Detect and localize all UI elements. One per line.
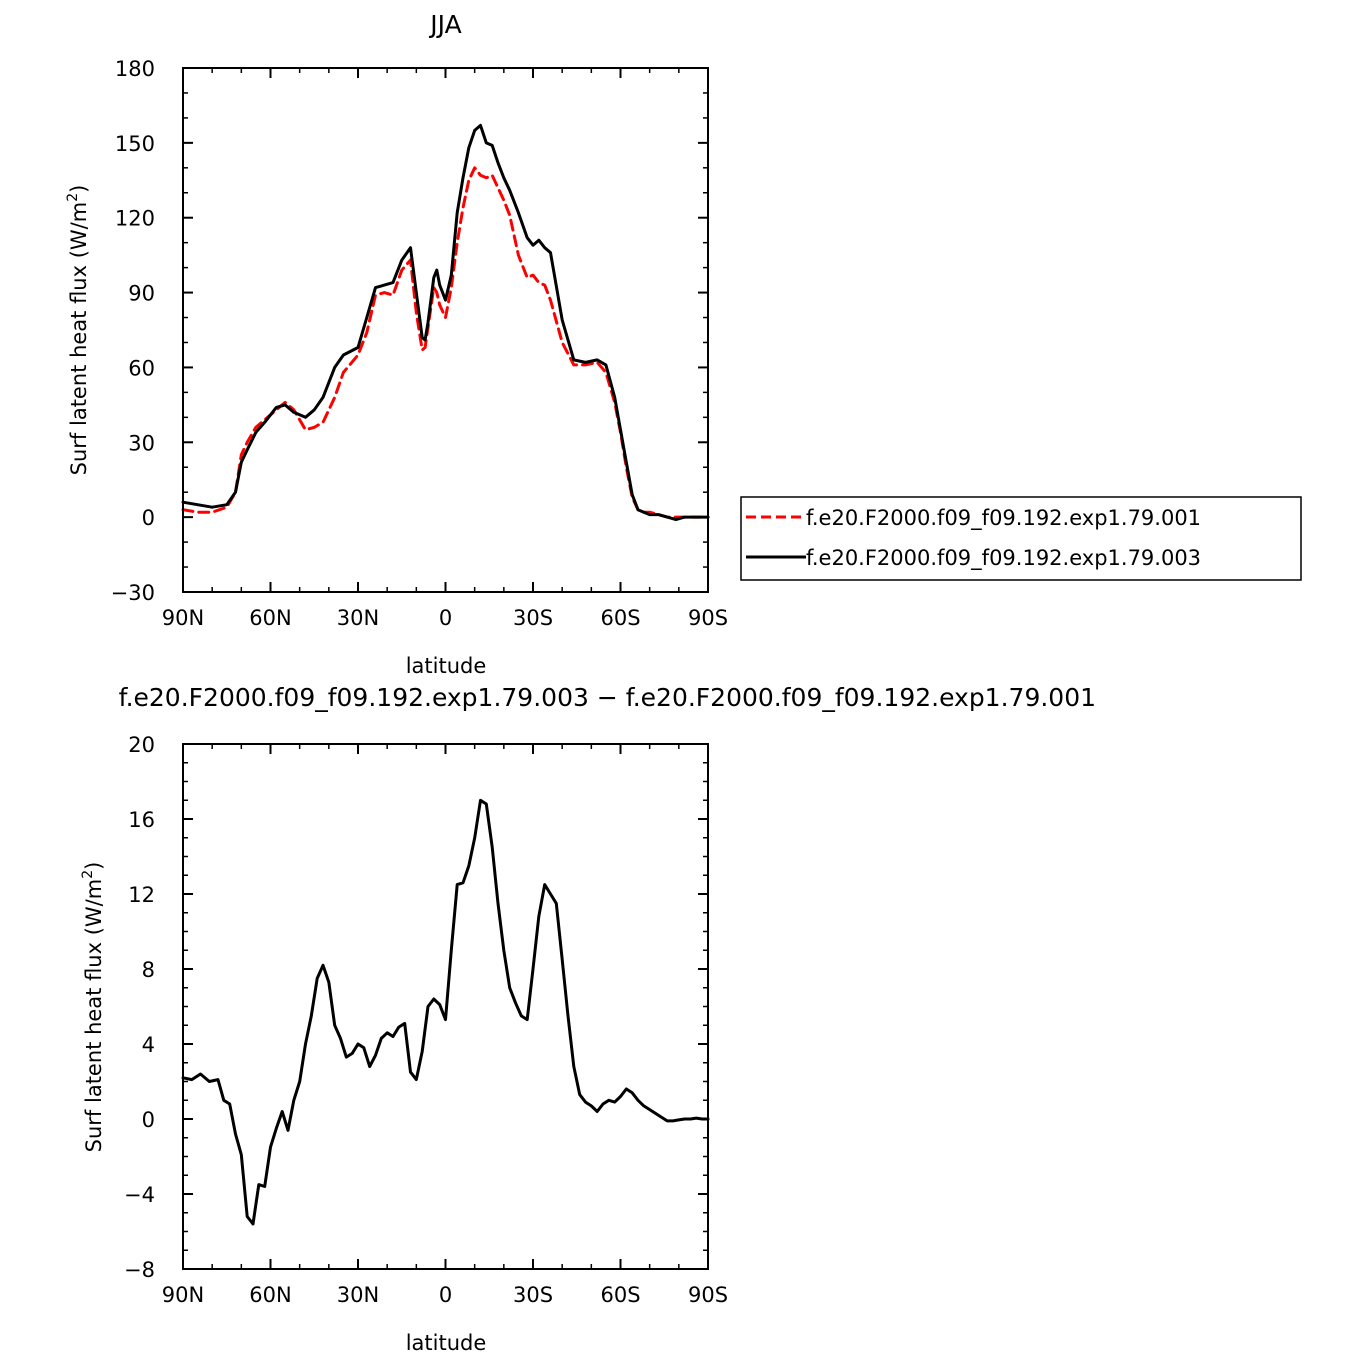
bottom-plot: f.e20.F2000.f09_f09.192.exp1.79.003 − f.… xyxy=(80,683,1096,1355)
top-y-tick-label: 150 xyxy=(115,132,155,156)
bottom-y-axis-title-main: Surf latent heat flux (W/m xyxy=(82,879,106,1153)
bottom-x-tick-label: 60N xyxy=(249,1283,291,1307)
top-y-axis-title: Surf latent heat flux (W/m2) xyxy=(65,185,91,476)
bottom-y-axis-title-sup: 2 xyxy=(80,870,96,879)
top-x-tick-label: 90S xyxy=(688,606,728,630)
legend-label-series-1: f.e20.F2000.f09_f09.192.exp1.79.001 xyxy=(806,506,1201,531)
top-y-tick-label: 120 xyxy=(115,207,155,231)
top-x-tick-label: 60N xyxy=(249,606,291,630)
bottom-x-tick-label: 0 xyxy=(439,1283,452,1307)
bottom-y-tick-label: −8 xyxy=(124,1258,155,1282)
top-y-tick-label: −30 xyxy=(111,581,155,605)
top-x-tick-label: 30N xyxy=(337,606,379,630)
bottom-y-axis-title: Surf latent heat flux (W/m2) xyxy=(80,862,106,1153)
top-tick-labels: 90N 60N 30N 0 30S 60S 90S −30 0 30 60 90 120 150 180 xyxy=(111,57,728,630)
top-series-lines xyxy=(181,123,710,522)
legend-label-series-2: f.e20.F2000.f09_f09.192.exp1.79.003 xyxy=(806,546,1201,571)
bottom-plot-title: f.e20.F2000.f09_f09.192.exp1.79.003 − f.… xyxy=(119,683,1096,712)
bottom-y-tick-label: 0 xyxy=(142,1108,155,1132)
bottom-x-tick-label: 60S xyxy=(600,1283,640,1307)
top-y-axis-title-sup: 2 xyxy=(65,193,81,202)
top-x-tick-label: 0 xyxy=(439,606,452,630)
top-series-line-1 xyxy=(181,166,710,519)
top-plot: JJA 90N 60N 30N 0 30S 60S 90S −30 0 30 60 90 120 150 1… xyxy=(65,10,728,678)
bottom-series-lines xyxy=(181,798,710,1226)
bottom-y-tick-label: 16 xyxy=(128,808,155,832)
bottom-y-axis-title-close: ) xyxy=(82,862,106,870)
top-x-tick-label: 60S xyxy=(600,606,640,630)
bottom-x-axis-title: latitude xyxy=(406,1331,487,1355)
bottom-tick-labels: 90N 60N 30N 0 30S 60S 90S −8 −4 0 4 8 12 16 20 xyxy=(124,733,728,1307)
top-y-tick-label: 60 xyxy=(128,356,155,380)
top-x-tick-label: 90N xyxy=(162,606,204,630)
top-y-tick-label: 180 xyxy=(115,57,155,81)
bottom-x-tick-label: 90N xyxy=(162,1283,204,1307)
bottom-y-tick-label: −4 xyxy=(124,1183,155,1207)
bottom-y-tick-label: 4 xyxy=(142,1033,155,1057)
legend-box xyxy=(740,496,1302,581)
top-y-axis-title-main: Surf latent heat flux (W/m xyxy=(67,202,91,476)
bottom-series-line-1 xyxy=(181,798,710,1226)
top-y-tick-label: 0 xyxy=(142,506,155,530)
bottom-y-tick-label: 8 xyxy=(142,958,155,982)
top-y-tick-label: 30 xyxy=(128,431,155,455)
bottom-y-tick-label: 12 xyxy=(128,883,155,907)
bottom-y-tick-label: 20 xyxy=(128,733,155,757)
top-x-tick-label: 30S xyxy=(513,606,553,630)
top-plot-title: JJA xyxy=(428,10,461,39)
bottom-plot-frame xyxy=(182,743,709,1270)
top-x-axis-title: latitude xyxy=(406,654,487,678)
bottom-x-tick-label: 90S xyxy=(688,1283,728,1307)
bottom-x-tick-label: 30N xyxy=(337,1283,379,1307)
top-legend: f.e20.F2000.f09_f09.192.exp1.79.001 f.e2… xyxy=(740,496,1302,581)
bottom-x-tick-label: 30S xyxy=(513,1283,553,1307)
top-y-axis-title-close: ) xyxy=(67,185,91,193)
top-series-line-2 xyxy=(181,123,710,522)
top-plot-frame xyxy=(182,67,709,593)
top-axis-ticks xyxy=(182,67,709,593)
top-y-tick-label: 90 xyxy=(128,282,155,306)
